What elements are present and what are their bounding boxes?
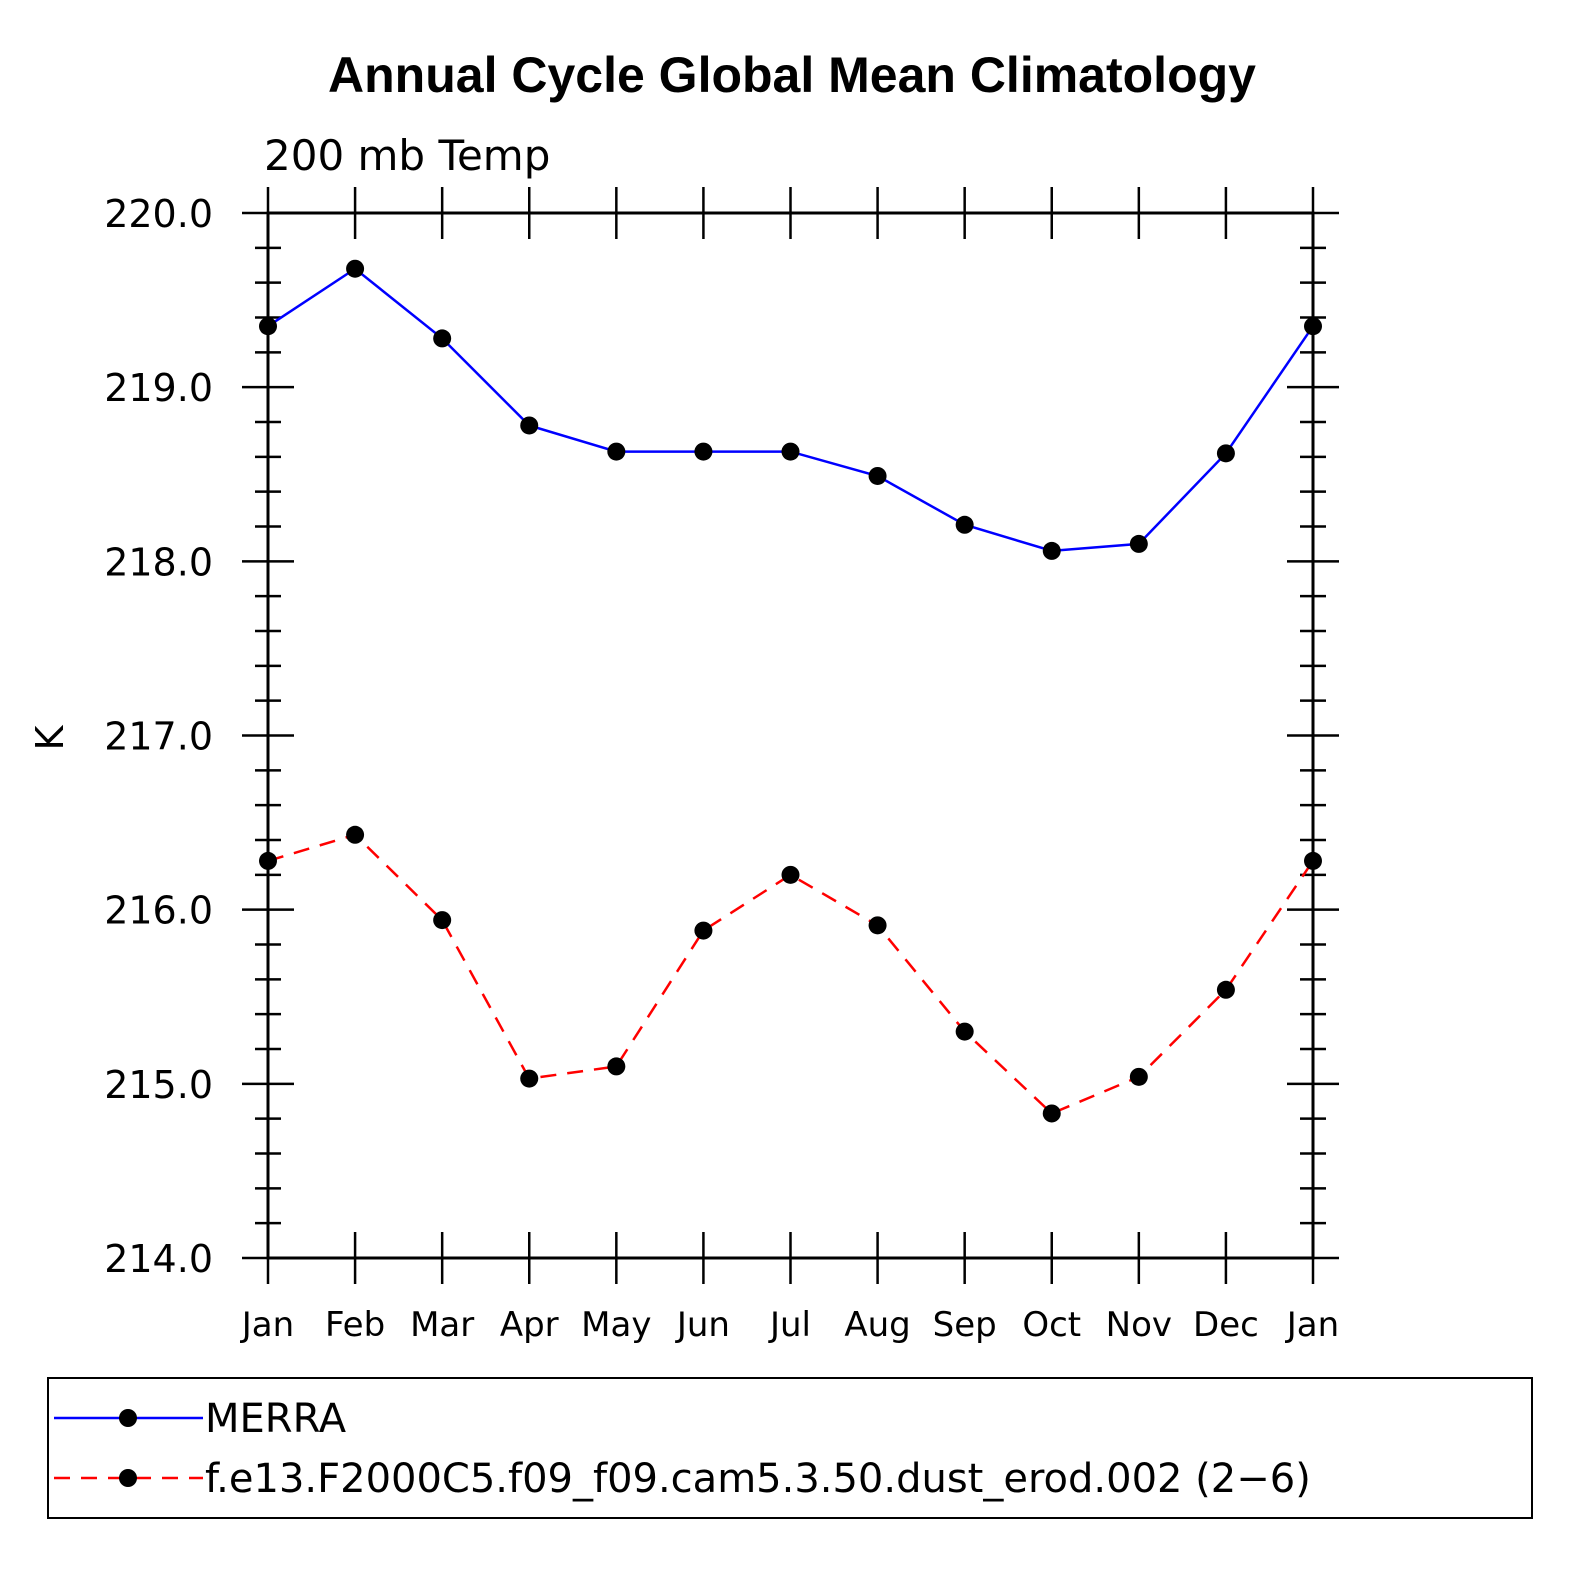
x-tick-label: Mar [410,1305,474,1345]
y-tick-label: 214.0 [104,1237,213,1281]
data-point-series-2 [1042,1104,1061,1123]
x-tick-label: Jan [240,1305,294,1345]
legend-items: MERRA f.e13.F2000C5.f09_f09.cam5.3.50.dus… [54,1396,1311,1502]
data-point-series-1 [1129,534,1148,553]
data-point-series-1 [259,317,277,336]
data-point-series-2 [346,825,365,844]
data-point-series-1 [955,515,974,534]
data-point-series-2 [694,921,713,940]
data-point-series-1 [868,466,887,485]
y-tick-label: 215.0 [104,1063,213,1107]
legend-frame [47,1377,1533,1519]
data-point-series-2 [1129,1067,1148,1086]
y-tick-label: 218.0 [104,540,213,584]
x-tick-label: Apr [500,1305,559,1345]
series-line-1 [267,267,1315,553]
data-point-series-2 [781,865,800,884]
data-point-series-1 [433,329,452,348]
data-point-series-2 [868,916,887,935]
legend-label-1: MERRA [205,1396,347,1442]
y-tick-label: 217.0 [104,715,213,759]
legend-marker-1 [119,1409,137,1427]
chart-title: Annual Cycle Global Mean Climatology [328,47,1256,103]
data-point-series-1 [1042,541,1061,560]
x-tick-label: Jun [675,1305,730,1345]
x-tick-label: Aug [844,1305,910,1345]
data-point-series-1 [520,416,539,435]
data-point-series-1 [1216,444,1235,463]
series-layer [259,259,1322,1123]
axis-ticks [242,187,1339,1284]
x-tick-label: May [581,1305,651,1345]
data-point-series-1 [1304,317,1322,336]
x-tick-label: Dec [1193,1305,1259,1345]
data-point-series-2 [259,851,277,870]
chart-subtitle: 200 mb Temp [264,131,550,180]
data-point-series-2 [607,1057,626,1076]
x-tick-label: Jan [1285,1305,1339,1345]
data-point-series-2 [1304,851,1322,870]
data-point-series-1 [781,442,800,461]
plot-frame [266,211,1315,1260]
y-tick-label: 220.0 [104,192,213,236]
y-axis-label: K [28,724,72,750]
data-point-series-1 [346,259,365,278]
data-point-series-2 [433,911,452,930]
y-tick-label: 216.0 [104,889,213,933]
x-tick-label: Sep [933,1305,997,1345]
legend-marker-2 [119,1469,137,1487]
x-tick-label: Oct [1022,1305,1081,1345]
data-point-series-2 [520,1069,539,1088]
data-point-series-1 [607,442,626,461]
x-tick-label: Feb [325,1305,385,1345]
data-point-series-2 [955,1022,974,1041]
axis-tick-labels: 214.0 215.0 216.0 217.0 218.0 219.0 220.0 Jan Fe… [104,192,1339,1345]
legend-label-2: f.e13.F2000C5.f09_f09.cam5.3.50.dust_ero… [205,1456,1311,1502]
legend: MERRA f.e13.F2000C5.f09_f09.cam5.3.50.dus… [47,1377,1533,1519]
x-tick-label: Nov [1106,1305,1172,1345]
data-point-series-1 [694,442,713,461]
y-tick-label: 219.0 [104,366,213,410]
data-point-series-2 [1216,980,1235,999]
x-tick-label: Jul [768,1305,811,1345]
